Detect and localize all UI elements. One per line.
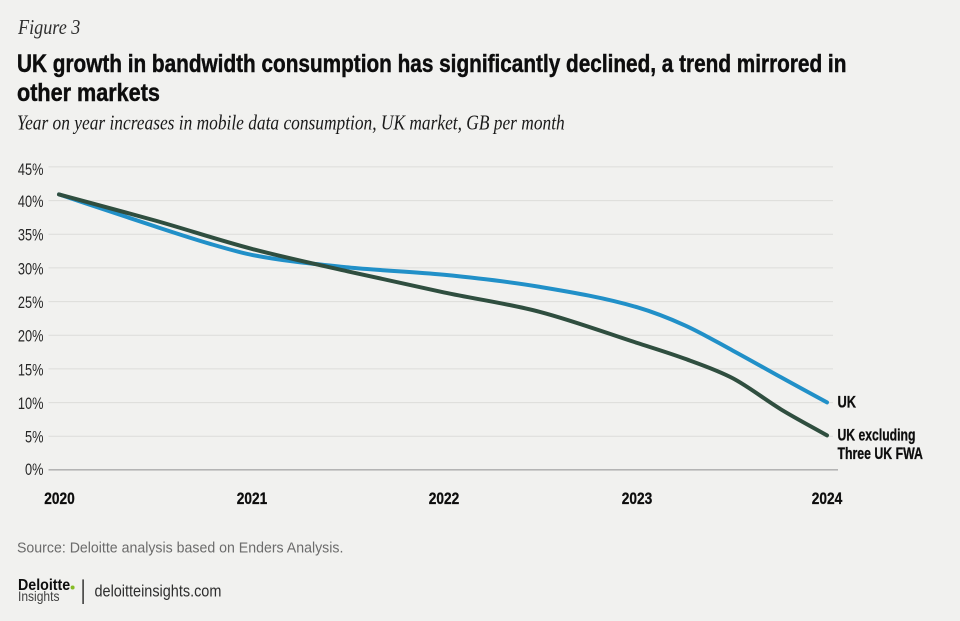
svg-text:45%: 45% — [18, 161, 44, 179]
svg-text:30%: 30% — [18, 261, 44, 279]
svg-text:15%: 15% — [18, 362, 44, 380]
svg-text:2024: 2024 — [812, 489, 843, 508]
svg-text:Three UK FWA: Three UK FWA — [838, 445, 924, 463]
svg-text:20%: 20% — [18, 328, 44, 346]
svg-text:UK excluding: UK excluding — [838, 427, 916, 445]
svg-text:10%: 10% — [18, 396, 44, 414]
svg-text:35%: 35% — [18, 227, 44, 245]
svg-text:0%: 0% — [25, 461, 43, 479]
svg-text:other markets: other markets — [17, 79, 160, 107]
svg-text:40%: 40% — [18, 194, 44, 212]
svg-text:2022: 2022 — [429, 489, 460, 508]
svg-text:UK growth in bandwidth consump: UK growth in bandwidth consumption has s… — [17, 49, 846, 77]
svg-text:2021: 2021 — [237, 489, 268, 508]
svg-text:5%: 5% — [25, 429, 43, 447]
svg-text:Insights: Insights — [18, 588, 59, 604]
svg-text:Deloitte: Deloitte — [18, 578, 70, 595]
svg-text:Year on year increases in mobi: Year on year increases in mobile data co… — [17, 112, 565, 135]
svg-text:Figure 3: Figure 3 — [17, 16, 80, 40]
svg-text:2023: 2023 — [622, 489, 653, 508]
svg-text:UK: UK — [838, 393, 857, 412]
svg-text:2020: 2020 — [44, 489, 75, 508]
svg-text:deloitteinsights.com: deloitteinsights.com — [95, 582, 222, 600]
svg-text:25%: 25% — [18, 295, 44, 313]
svg-text:Source: Deloitte analysis base: Source: Deloitte analysis based on Ender… — [17, 540, 343, 556]
